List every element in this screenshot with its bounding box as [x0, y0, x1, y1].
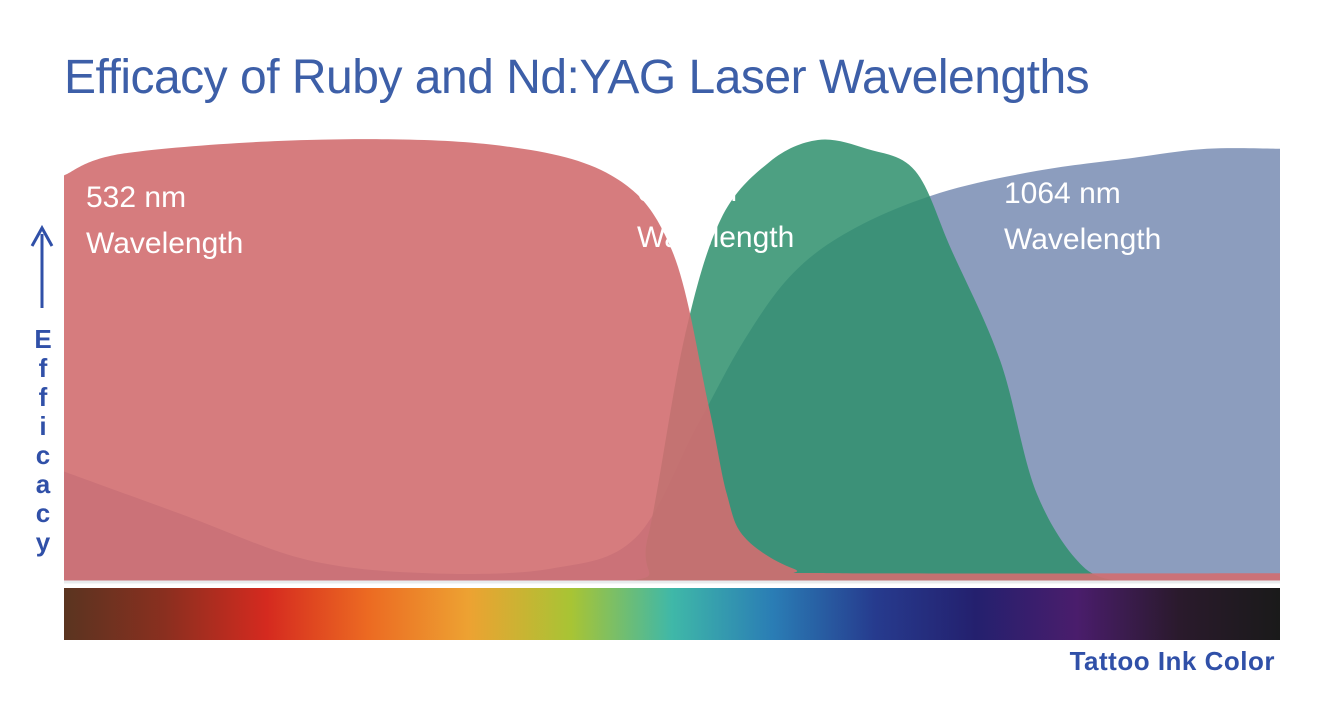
y-axis-arrow-icon	[30, 224, 54, 308]
chart-title: Efficacy of Ruby and Nd:YAG Laser Wavele…	[64, 51, 1090, 104]
y-axis-title-letter: i	[39, 411, 47, 441]
area-532nm	[64, 139, 1280, 582]
y-axis-title-letter: y	[35, 527, 51, 557]
y-axis-title-letter: c	[35, 440, 51, 470]
y-axis-title-letter: c	[35, 498, 51, 528]
y-axis-title-letter: a	[35, 469, 51, 499]
series-label-694nm: 694 nm Wavelength	[637, 175, 795, 254]
y-axis-title-letter: E	[34, 324, 52, 354]
area-694nm	[64, 139, 1280, 582]
y-axis-title-letter: f	[38, 353, 48, 383]
series-label-1064nm: 1064 nm Wavelength	[1004, 177, 1162, 256]
x-axis-title: Tattoo Ink Color	[1069, 646, 1275, 676]
series-label-532nm: 532 nm Wavelength	[86, 181, 244, 260]
ink-color-spectrum-bar	[64, 588, 1280, 640]
y-axis-title-letter: f	[38, 382, 48, 412]
